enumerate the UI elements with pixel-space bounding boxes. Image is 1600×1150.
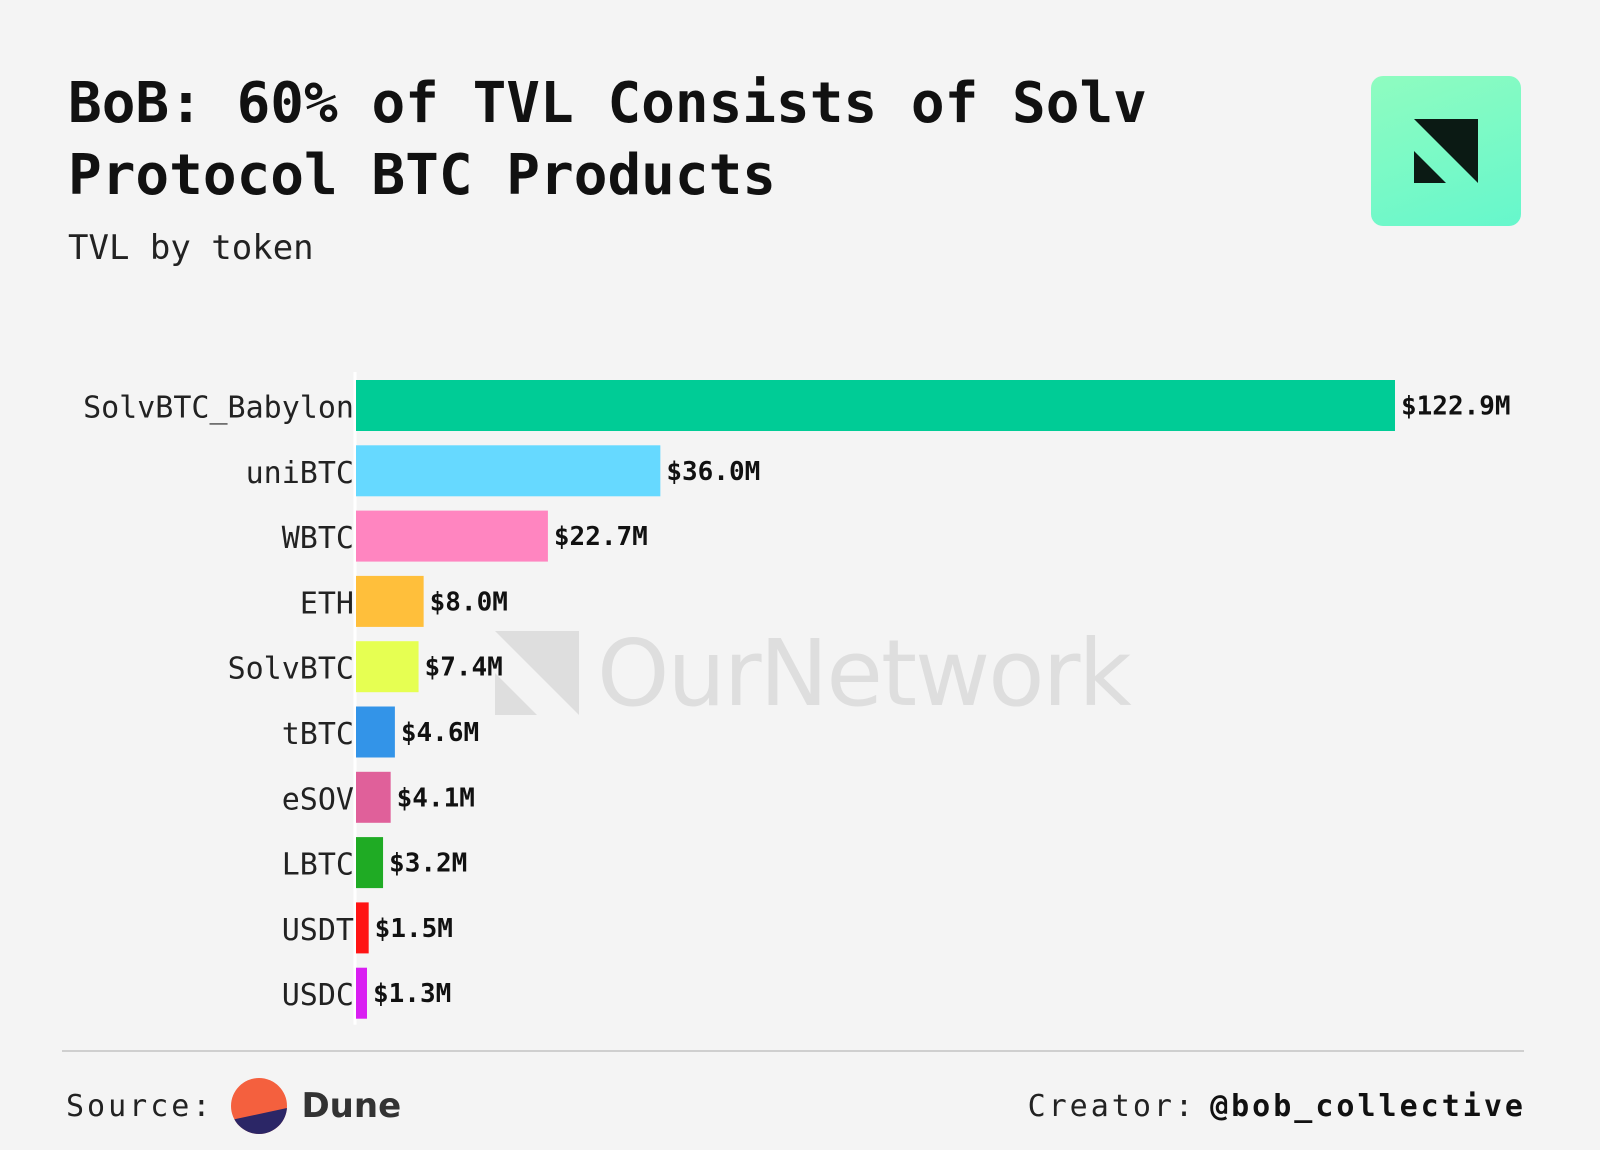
chart-title: BoB: 60% of TVL Consists of Solv Protoco… xyxy=(68,68,1298,212)
value-label: $1.3M xyxy=(373,979,451,1009)
bar-USDC[interactable] xyxy=(356,967,367,1019)
bar-chart: SolvBTC_Babylon $122.9M uniBTC $36.0M WBTC $2… xyxy=(83,372,1511,1025)
creator-label: Creator: xyxy=(1027,1088,1197,1124)
footer-source: Source: Dune xyxy=(66,1078,401,1134)
bar-USDT[interactable] xyxy=(356,902,369,954)
creator-handle: @bob_collective xyxy=(1210,1088,1526,1124)
bar-SolvBTC[interactable] xyxy=(356,641,419,693)
value-label: $7.4M xyxy=(425,653,503,683)
bar-SolvBTC_Babylon[interactable] xyxy=(356,380,1395,431)
chart-title-rest: 60% of TVL Consists of Solv Protocol BTC… xyxy=(68,71,1147,208)
ournetwork-watermark: OurNetwork xyxy=(495,620,1132,727)
dune-wordmark: Dune xyxy=(301,1086,402,1126)
bar-ETH[interactable] xyxy=(356,575,424,627)
footer-divider xyxy=(62,1050,1524,1052)
category-label: uniBTC xyxy=(246,456,354,491)
category-label: USDT xyxy=(282,913,354,948)
value-label: $4.6M xyxy=(401,718,479,748)
value-label: $1.5M xyxy=(375,914,453,944)
category-label: SolvBTC xyxy=(228,652,354,687)
chart-title-bold: BoB: xyxy=(68,71,203,136)
footer-creator: Creator: @bob_collective xyxy=(1028,1078,1526,1134)
dune-icon xyxy=(231,1078,288,1134)
ournetwork-logo xyxy=(1371,76,1521,226)
chart-subtitle: TVL by token xyxy=(68,228,314,268)
category-label: USDC xyxy=(282,978,354,1013)
bar-uniBTC[interactable] xyxy=(356,445,661,497)
ournetwork-logo-icon xyxy=(1414,119,1478,183)
value-label: $3.2M xyxy=(389,849,467,879)
category-label: LBTC xyxy=(282,848,354,883)
category-label: tBTC xyxy=(282,717,354,752)
category-label: ETH xyxy=(300,586,354,621)
value-label: $36.0M xyxy=(666,457,760,487)
source-label: Source: xyxy=(66,1088,214,1124)
watermark-text: OurNetwork xyxy=(597,619,1132,727)
bar-eSOV[interactable] xyxy=(356,771,391,823)
category-label: WBTC xyxy=(282,521,354,556)
bar-tBTC[interactable] xyxy=(356,706,395,758)
ournetwork-watermark-icon xyxy=(495,631,579,715)
value-label: $122.9M xyxy=(1401,392,1511,422)
value-label: $22.7M xyxy=(554,522,648,552)
category-label: eSOV xyxy=(282,782,354,817)
bar-WBTC[interactable] xyxy=(356,510,548,562)
category-label: SolvBTC_Babylon xyxy=(83,391,354,426)
value-label: $4.1M xyxy=(397,783,475,813)
bar-LBTC[interactable] xyxy=(356,837,384,889)
value-label: $8.0M xyxy=(430,587,508,617)
